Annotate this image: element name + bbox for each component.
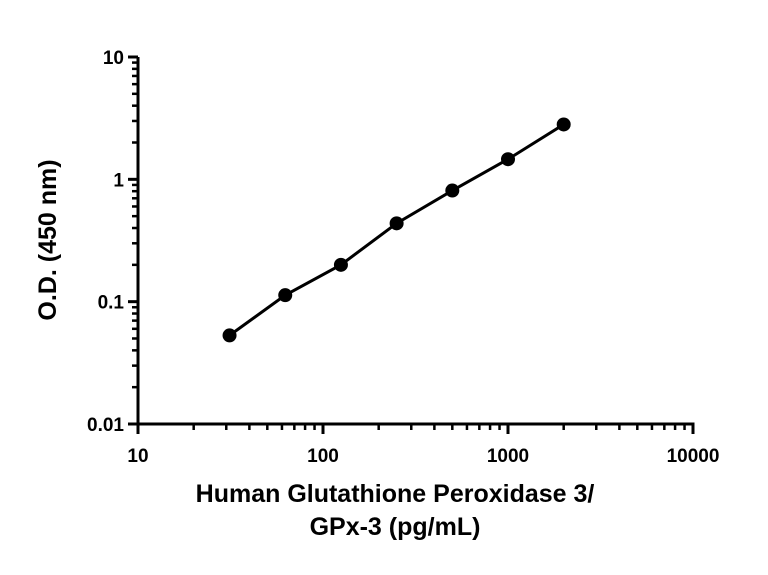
data-point [278,288,293,303]
x-tick-label: 1000 [487,446,529,467]
plot-area [222,117,571,343]
y-tick-label: 1 [113,170,124,191]
data-point [222,328,237,343]
y-tick-label: 0.1 [98,293,125,314]
tick-labels: 10 100 1000 10000 0.01 0.1 1 10 [87,48,719,467]
x-axis-label-line1: Human Glutathione Peroxidase 3/ [196,480,595,508]
ticks [128,55,695,434]
x-tick-label: 100 [307,446,339,467]
data-point [333,257,348,272]
data-point [445,183,460,198]
y-tick-label: 0.01 [87,415,124,436]
axes [136,57,695,426]
x-tick-label: 10 [127,446,148,467]
y-tick-label: 10 [103,48,124,69]
x-tick-label: 10000 [667,446,720,467]
data-point [556,117,571,132]
x-axis-label-line2: GPx-3 (pg/mL) [310,513,481,541]
data-point [501,152,515,167]
y-axis-label: O.D. (450 nm) [34,159,62,320]
data-point [389,216,404,231]
